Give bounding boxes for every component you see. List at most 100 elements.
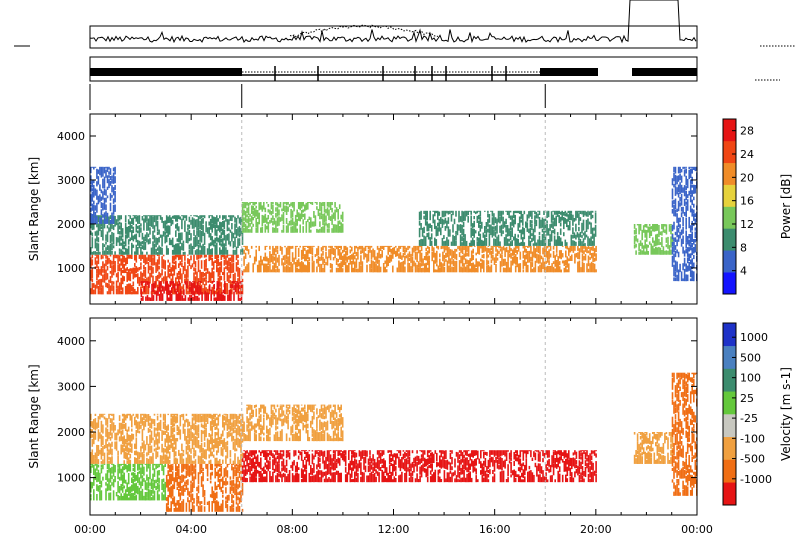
heatmap-cell: [229, 432, 232, 437]
heatmap-cell: [222, 459, 224, 464]
heatmap-cell: [334, 248, 336, 259]
heatmap-cell: [522, 479, 525, 483]
heatmap-cell: [173, 446, 176, 458]
heatmap-cell: [587, 250, 590, 254]
heatmap-cell: [659, 453, 662, 460]
heatmap-cell: [322, 433, 324, 442]
heatmap-cell: [127, 413, 130, 416]
heatmap-cell: [229, 476, 232, 480]
heatmap-cell: [686, 408, 689, 421]
colorbar-swatch: [723, 459, 736, 483]
heatmap-cell: [461, 210, 463, 223]
heatmap-cell: [446, 459, 449, 470]
heatmap-cell: [143, 265, 145, 269]
heatmap-cell: [473, 245, 476, 247]
heatmap-cell: [166, 281, 168, 291]
heatmap-cell: [273, 434, 276, 442]
heatmap-cell: [495, 245, 497, 252]
heatmap-cell: [196, 486, 198, 492]
heatmap-cell: [188, 229, 191, 235]
heatmap-cell: [525, 261, 528, 273]
heatmap-cell: [249, 450, 251, 457]
heatmap-cell: [335, 207, 338, 213]
heatmap-cell: [534, 210, 536, 215]
heatmap-cell: [578, 213, 580, 226]
heatmap-cell: [583, 263, 585, 273]
heatmap-cell: [170, 418, 172, 426]
heatmap-cell: [260, 205, 262, 210]
heatmap-cell: [338, 220, 341, 225]
heatmap-cell: [196, 282, 199, 295]
heatmap-cell: [328, 477, 330, 483]
heatmap-cell: [536, 450, 538, 452]
heatmap-cell: [344, 467, 347, 473]
heatmap-cell: [677, 459, 680, 470]
heatmap-cell: [335, 459, 338, 463]
heatmap-cell: [94, 188, 97, 196]
heatmap-cell: [235, 284, 238, 295]
heatmap-cell: [388, 465, 391, 474]
heatmap-cell: [132, 492, 135, 501]
heatmap-cell: [437, 227, 439, 236]
heatmap-cell: [304, 264, 306, 273]
heatmap-cell: [305, 452, 308, 458]
heatmap-cell: [171, 219, 174, 225]
heatmap-cell: [284, 414, 286, 423]
heatmap-cell: [112, 215, 115, 224]
heatmap-cell: [677, 192, 680, 198]
heatmap-cell: [266, 256, 268, 262]
heatmap-cell: [102, 243, 104, 251]
heatmap-cell: [124, 286, 127, 295]
heatmap-cell: [332, 421, 335, 429]
heatmap-cell: [502, 470, 505, 483]
heatmap-cell: [97, 223, 100, 236]
heatmap-cell: [238, 238, 241, 242]
heatmap-cell: [264, 263, 267, 273]
heatmap-cell: [461, 267, 464, 273]
heatmap-cell: [433, 247, 435, 258]
heatmap-cell: [689, 406, 692, 415]
heatmap-cell: [184, 278, 186, 283]
heatmap-cell: [134, 416, 136, 426]
heatmap-cell: [106, 175, 109, 184]
heatmap-cell: [674, 250, 677, 258]
heatmap-cell: [275, 464, 277, 472]
heatmap-cell: [103, 263, 106, 274]
heatmap-cell: [253, 470, 256, 483]
heatmap-cell: [179, 480, 182, 491]
heatmap-cell: [436, 245, 438, 249]
heatmap-cell: [178, 281, 181, 286]
heatmap-cell: [536, 465, 538, 477]
heatmap-cell: [561, 210, 563, 221]
heatmap-cell: [219, 215, 221, 219]
heatmap-cell: [109, 234, 112, 244]
heatmap-cell: [232, 232, 235, 239]
heatmap-cell: [182, 413, 185, 421]
heatmap-cell: [191, 472, 194, 482]
heatmap-cell: [310, 229, 312, 233]
heatmap-cell: [494, 217, 497, 224]
heatmap-cell: [460, 477, 462, 483]
heatmap-cell: [685, 230, 687, 243]
heatmap-cell: [480, 470, 482, 475]
heatmap-cell: [126, 482, 128, 492]
heatmap-cell: [463, 253, 465, 260]
heatmap-cell: [529, 220, 532, 228]
heatmap-cell: [492, 254, 494, 261]
heatmap-cell: [217, 277, 220, 284]
heatmap-cell: [340, 261, 342, 273]
heatmap-cell: [329, 454, 332, 466]
heatmap-cell: [103, 176, 106, 189]
heatmap-cell: [677, 403, 680, 411]
heatmap-cell: [428, 465, 430, 468]
heatmap-cell: [112, 479, 115, 488]
heatmap-cell: [328, 209, 330, 220]
heatmap-cell: [165, 497, 168, 501]
heatmap-cell: [447, 239, 450, 246]
heatmap-cell: [108, 171, 110, 175]
heatmap-cell: [94, 238, 97, 249]
heatmap-cell: [523, 228, 526, 240]
heatmap-cell: [399, 245, 402, 249]
heatmap-cell: [147, 427, 150, 433]
heatmap-cell: [120, 222, 122, 235]
